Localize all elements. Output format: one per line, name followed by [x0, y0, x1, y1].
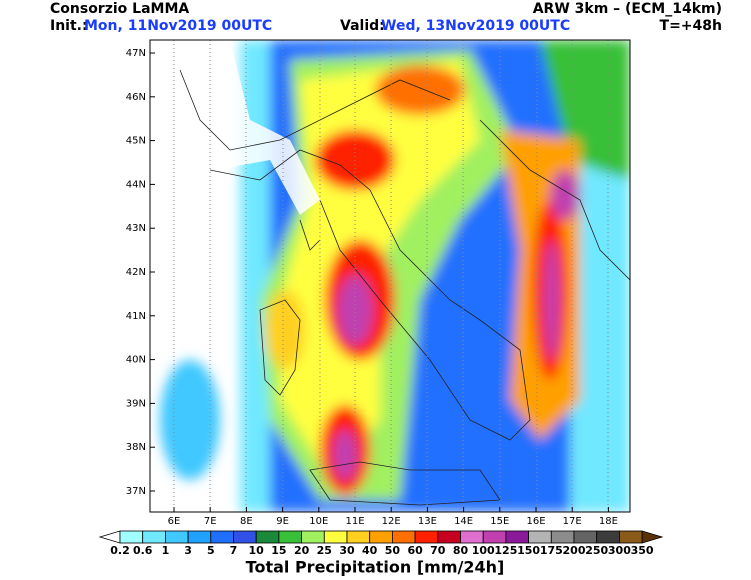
- colorbar-end: [641, 530, 664, 544]
- colorbar-label: 100: [472, 544, 495, 557]
- lon-label: 7E: [204, 516, 217, 527]
- lon-label: 17E: [563, 516, 582, 527]
- colorbar-label: 200: [563, 544, 586, 557]
- lat-label: 42N: [126, 267, 146, 278]
- colorbar-label: 125: [494, 544, 517, 557]
- colorbar-box: [233, 530, 257, 544]
- map-frame: [149, 39, 631, 513]
- init-time: Mon, 11Nov2019 00UTC: [84, 18, 272, 34]
- lat-label: 46N: [126, 92, 146, 103]
- colorbar-box: [550, 530, 575, 544]
- org: Consorzio LaMMA: [50, 1, 189, 17]
- colorbar-box: [142, 530, 166, 544]
- lon-label: 10E: [309, 516, 328, 527]
- colorbar-box: [187, 530, 212, 544]
- colorbar-box: [301, 530, 325, 544]
- colorbar-label: 60: [407, 544, 423, 557]
- colorbar-box: [505, 530, 529, 544]
- colorbar-box: [414, 530, 439, 544]
- lon-label: 6E: [168, 516, 181, 527]
- colorbar-label: 25: [317, 544, 332, 557]
- graticule: [173, 40, 609, 512]
- colorbar-box: [391, 530, 416, 544]
- colorbar-label: 350: [631, 544, 654, 557]
- valid-label: Valid:: [340, 18, 385, 34]
- model: ARW 3km – (ECM_14km): [533, 1, 722, 17]
- lon-label: 9E: [276, 516, 289, 527]
- colorbar-label: 150: [517, 544, 540, 557]
- colorbar-box: [573, 530, 598, 544]
- colorbar-box: [164, 530, 189, 544]
- colorbar-box: [596, 530, 620, 544]
- colorbar-box: [119, 530, 144, 544]
- lat-label: 38N: [126, 442, 146, 453]
- colorbar-end: [98, 530, 121, 544]
- valid-time: Wed, 13Nov2019 00UTC: [381, 18, 570, 34]
- colorbar-label: 10: [249, 544, 265, 557]
- colorbar-label: 300: [608, 544, 631, 557]
- precip-field: [150, 40, 630, 512]
- lat-label: 39N: [126, 398, 146, 409]
- colorbar-box: [460, 530, 484, 544]
- colorbar-box: [482, 530, 507, 544]
- colorbar-box: [437, 530, 461, 544]
- colorbar-label: 30: [339, 544, 355, 557]
- colorbar-box: [210, 530, 234, 544]
- colorbar-label: 0.6: [133, 544, 153, 557]
- lon-label: 14E: [454, 516, 473, 527]
- lon-label: 18E: [599, 516, 618, 527]
- colorbar-label: 250: [585, 544, 608, 557]
- colorbar-label: 3: [184, 544, 192, 557]
- colorbar-label: 80: [453, 544, 469, 557]
- colorbar-box: [619, 530, 643, 544]
- colorbar-label: 15: [271, 544, 286, 557]
- colorbar-box: [346, 530, 371, 544]
- lat-label: 47N: [126, 48, 146, 59]
- lon-label: 11E: [345, 516, 364, 527]
- lat-label: 45N: [126, 136, 146, 147]
- colorbar-box: [528, 530, 552, 544]
- colorbar-box: [369, 530, 393, 544]
- colorbar-box: [323, 530, 348, 544]
- lon-label: 15E: [490, 516, 509, 527]
- colorbar-label: 7: [230, 544, 238, 557]
- lat-label: 44N: [126, 179, 146, 190]
- lon-label: 16E: [526, 516, 545, 527]
- colorbar-label: 1: [162, 544, 170, 557]
- lat-label: 37N: [126, 486, 146, 497]
- lon-label: 13E: [418, 516, 437, 527]
- lat-label: 41N: [126, 311, 146, 322]
- colorbar-box: [278, 530, 302, 544]
- colorbar-label: 40: [362, 544, 378, 557]
- lat-label: 43N: [126, 223, 146, 234]
- init-label: Init.:: [50, 18, 88, 34]
- colorbar-label: 70: [430, 544, 446, 557]
- colorbar-label: 50: [385, 544, 401, 557]
- lat-label: 40N: [126, 355, 146, 366]
- colorbar-box: [255, 530, 280, 544]
- colorbar-label: 20: [294, 544, 310, 557]
- colorbar-label: 0.2: [110, 544, 130, 557]
- colorbar-title: Total Precipitation [mm/24h]: [246, 558, 505, 577]
- colorbar-label: 175: [540, 544, 563, 557]
- lon-label: 8E: [240, 516, 253, 527]
- lon-label: 12E: [382, 516, 401, 527]
- colorbar-label: 5: [207, 544, 215, 557]
- lead-time: T=+48h: [660, 18, 722, 34]
